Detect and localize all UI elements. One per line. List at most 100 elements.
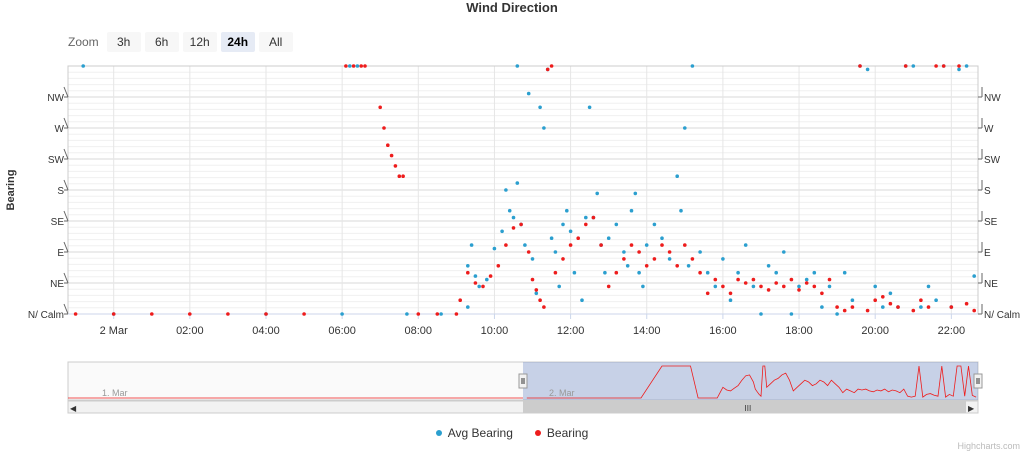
- data-point: [549, 236, 554, 240]
- data-point: [698, 270, 702, 275]
- data-point: [466, 270, 470, 275]
- data-point: [340, 312, 344, 316]
- data-point: [565, 208, 569, 213]
- data-point: [504, 188, 508, 192]
- data-point: [641, 284, 645, 289]
- scroll-right-arrow-icon: ▶: [968, 404, 975, 413]
- data-point: [683, 243, 687, 247]
- legend-marker-bearing: [534, 430, 541, 436]
- data-point: [743, 243, 748, 247]
- data-point: [873, 284, 877, 289]
- data-point: [789, 312, 794, 316]
- data-point: [713, 277, 718, 282]
- data-point: [637, 270, 641, 275]
- data-point: [348, 64, 352, 68]
- data-point: [580, 298, 584, 303]
- data-point: [511, 215, 516, 220]
- data-point: [568, 229, 573, 234]
- legend-item-bearing[interactable]: Bearing: [534, 426, 589, 440]
- data-point: [526, 91, 531, 96]
- data-point: [382, 126, 386, 130]
- navigator: 1. Mar 2. Mar: [67, 361, 983, 401]
- data-point: [386, 143, 390, 147]
- data-point: [557, 284, 561, 289]
- handle-body: [518, 373, 528, 389]
- data-point: [679, 208, 683, 213]
- y-tick-label: NE: [984, 279, 998, 290]
- data-point: [919, 305, 923, 309]
- zoom-all-button[interactable]: All: [258, 32, 293, 52]
- data-point: [759, 284, 763, 289]
- data-point: [458, 298, 463, 303]
- navigator-label: 2. Mar: [549, 388, 575, 398]
- data-point: [492, 246, 497, 251]
- data-point: [926, 284, 931, 289]
- y-tick-label: N/ Calm: [984, 310, 1020, 321]
- data-point: [751, 277, 756, 282]
- zoom-selector: Zoom 3h 6h 12h 24h All: [68, 32, 293, 52]
- data-point: [351, 64, 356, 68]
- data-point: [690, 64, 695, 68]
- y-axis-title: Bearing: [5, 170, 17, 211]
- zoom-6h-button[interactable]: 6h: [144, 32, 179, 52]
- data-point: [675, 264, 679, 268]
- data-point: [572, 270, 577, 275]
- x-axis: 2 Mar 02:00 04:00 06:00 08:00 10:00 12:00 14:00…: [68, 313, 978, 337]
- data-point: [561, 257, 565, 261]
- data-point: [888, 291, 893, 296]
- x-tick-label: 16:00: [709, 325, 737, 337]
- data-point: [774, 281, 778, 285]
- data-point: [363, 64, 367, 68]
- scrollbar[interactable]: ◀ ▶ III: [67, 400, 979, 414]
- data-point: [534, 291, 539, 296]
- y-tick-label: SE: [984, 217, 998, 228]
- data-point: [835, 312, 839, 316]
- data-point: [782, 250, 786, 254]
- data-point: [957, 64, 961, 68]
- zoom-24h-button[interactable]: 24h: [220, 32, 255, 52]
- data-point: [949, 305, 954, 309]
- data-point: [466, 305, 470, 309]
- data-point: [865, 308, 870, 313]
- handle-body: [973, 373, 983, 389]
- data-point: [804, 277, 809, 282]
- data-point: [530, 277, 535, 282]
- y-tick-label: SE: [51, 217, 65, 228]
- zoom-12h-button[interactable]: 12h: [182, 32, 217, 52]
- y-tick-label: SW: [48, 155, 65, 166]
- data-point: [827, 284, 832, 289]
- x-tick-label: 18:00: [785, 325, 813, 337]
- data-point: [881, 305, 885, 309]
- data-point: [302, 312, 306, 316]
- data-point: [644, 264, 649, 268]
- y-tick-label: W: [984, 124, 994, 135]
- data-point: [660, 243, 664, 247]
- data-point: [903, 64, 908, 68]
- zoom-3h-button[interactable]: 3h: [106, 32, 141, 52]
- y-tick-label: N/ Calm: [28, 310, 64, 321]
- y-tick-label: S: [57, 186, 64, 197]
- data-point: [454, 312, 459, 316]
- data-point: [542, 305, 546, 309]
- legend-item-avg-bearing[interactable]: Avg Bearing: [435, 426, 513, 440]
- data-point: [842, 270, 847, 275]
- data-point: [774, 270, 778, 275]
- legend-label-bearing: Bearing: [546, 426, 589, 440]
- data-point: [405, 312, 409, 316]
- data-point: [435, 312, 440, 316]
- credits[interactable]: Highcharts.com: [957, 441, 1020, 451]
- data-point: [401, 174, 405, 178]
- x-tick-label: 20:00: [861, 325, 889, 337]
- series-bearing: [73, 64, 976, 316]
- data-point: [150, 312, 154, 316]
- data-point: [519, 222, 523, 227]
- x-tick-label: 02:00: [176, 325, 204, 337]
- data-point: [344, 64, 348, 68]
- data-point: [812, 284, 817, 289]
- y-tick-label: W: [55, 124, 65, 135]
- navigator-handle-right[interactable]: [973, 373, 983, 389]
- y-tick-bracket: [63, 179, 69, 191]
- navigator-handle-left[interactable]: [518, 373, 528, 389]
- data-point: [667, 250, 672, 254]
